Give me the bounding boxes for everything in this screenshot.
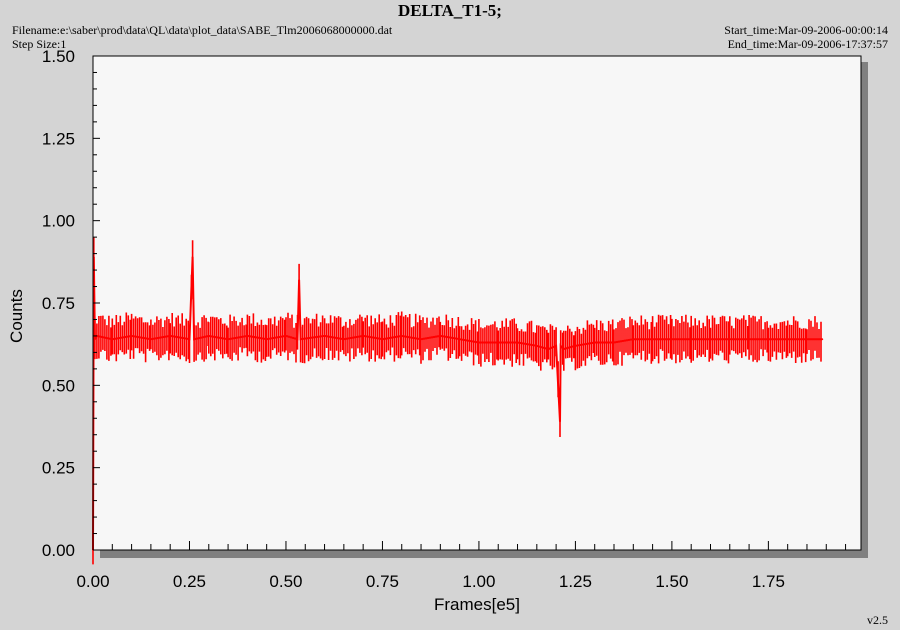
data-point (574, 345, 577, 347)
data-point (130, 335, 133, 337)
data-point (767, 338, 770, 341)
data-point (547, 348, 550, 350)
data-point (381, 338, 384, 341)
data-point (265, 338, 268, 341)
data-point (299, 338, 302, 341)
x-tick-label: 0.50 (269, 572, 302, 591)
data-point (169, 335, 171, 337)
data-point (246, 335, 249, 337)
data-point (296, 338, 299, 341)
x-tick-label: 0.25 (173, 572, 206, 591)
version-label: v2.5 (867, 613, 888, 627)
x-tick-label: 1.25 (559, 572, 592, 591)
data-point (709, 338, 712, 341)
x-tick-label: 1.00 (462, 572, 495, 591)
data-point (497, 341, 500, 344)
data-point (150, 338, 152, 341)
x-tick-label: 1.75 (752, 572, 785, 591)
data-point (439, 335, 442, 337)
data-point (323, 335, 326, 337)
data-point (806, 338, 808, 341)
data-point (536, 345, 538, 347)
y-tick-label: 1.00 (42, 212, 75, 231)
x-tick-label: 1.50 (655, 572, 688, 591)
axis-layer: 0.00 0.25 0.50 0.75 1.00 1.25 1.50 0.00 0.25 0.50… (42, 47, 861, 591)
data-point (478, 341, 480, 344)
y-tick-label: 0.50 (42, 376, 75, 395)
y-tick-label: 0.25 (42, 459, 75, 478)
filename-label: Filename:e:\saber\prod\data\QL\data\plot… (12, 23, 393, 37)
data-point (400, 335, 403, 337)
data-point (207, 335, 210, 337)
data-point (191, 256, 194, 258)
data-point (516, 341, 519, 344)
plot-area (92, 55, 862, 551)
data-point (94, 338, 96, 341)
data-point (563, 348, 565, 350)
data-point (748, 338, 750, 341)
series-line (92, 256, 823, 551)
data-point (420, 338, 422, 341)
data-point (593, 341, 596, 344)
y-tick-label: 1.25 (42, 129, 75, 148)
data-point (632, 338, 635, 341)
y-tick-label: 1.50 (42, 47, 75, 66)
data-point (821, 338, 824, 341)
data-point (298, 279, 300, 281)
data-point (193, 338, 195, 341)
y-tick-label: 0.75 (42, 294, 75, 313)
data-point (188, 338, 191, 341)
y-tick-label: 0.00 (42, 541, 75, 560)
data-point (559, 420, 561, 423)
data-point (690, 338, 692, 341)
data-point (728, 338, 731, 341)
data-point (285, 335, 287, 337)
start-time-label: Start_time:Mar-09-2006-00:00:14 (724, 23, 888, 37)
x-tick-label: 0.75 (366, 572, 399, 591)
data-point (671, 338, 673, 341)
data-point (458, 338, 461, 341)
end-time-label: End_time:Mar-09-2006-17:37:57 (727, 37, 888, 51)
data-point (362, 335, 364, 337)
data-point (227, 338, 229, 341)
x-axis-label: Frames[e5] (434, 595, 520, 614)
chart-title: DELTA_T1-5; (398, 1, 502, 20)
data-point (343, 338, 345, 341)
y-axis-label: Counts (7, 289, 26, 343)
data-point (111, 338, 114, 341)
data-point (555, 345, 557, 347)
data-point (786, 338, 789, 341)
data-point (559, 345, 562, 347)
data-point (651, 338, 654, 341)
data-point (613, 341, 615, 344)
x-tick-label: 0.00 (76, 572, 109, 591)
step-size-label: Step Size:1 (12, 37, 67, 51)
